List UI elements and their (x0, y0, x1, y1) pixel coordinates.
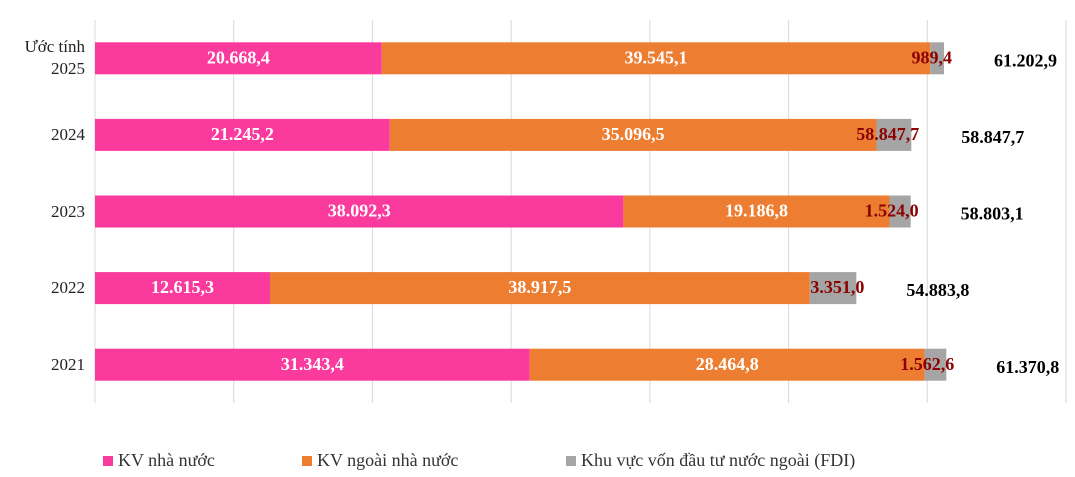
data-label: 20.668,4 (207, 47, 270, 67)
bar-segment (876, 118, 912, 151)
data-label: 1.562,6 (900, 354, 954, 374)
bar-segment (623, 195, 890, 228)
legend-label: Khu vực vốn đầu tư nước ngoài (FDI) (581, 450, 855, 471)
data-label: 38.917,5 (508, 277, 571, 297)
data-label: 31.343,4 (281, 354, 344, 374)
legend-label: KV ngoài nhà nước (317, 450, 458, 470)
data-label: 3.351,0 (810, 277, 864, 297)
data-label: 38.092,3 (328, 201, 391, 221)
data-label: 19.186,8 (725, 201, 788, 221)
bar-segment (529, 348, 925, 381)
legend-label: KV nhà nước (118, 450, 215, 470)
y-tick-label: Ước tính 2025 (24, 37, 85, 79)
bar-segment (95, 272, 270, 305)
data-label: 21.245,2 (211, 124, 274, 144)
data-label: 35.096,5 (602, 124, 665, 144)
bar-segment (381, 42, 931, 75)
total-label: 58.847,7 (961, 127, 1024, 147)
total-label: 61.202,9 (994, 50, 1057, 70)
bar-segment (889, 195, 911, 228)
total-label: 61.370,8 (996, 357, 1059, 377)
total-label: 54.883,8 (906, 280, 969, 300)
bar-segment (930, 42, 944, 75)
bar-segment (95, 348, 530, 381)
data-label: 58.847,7 (856, 124, 919, 144)
bar-segment (924, 348, 947, 381)
bar-segment (95, 42, 382, 75)
data-label: 39.545,1 (624, 47, 687, 67)
data-label: 12.615,3 (151, 277, 214, 297)
data-label: 989,4 (911, 47, 952, 67)
total-label: 58.803,1 (961, 204, 1024, 224)
bar-segment (95, 195, 624, 228)
bar-segment (809, 272, 857, 305)
legend-swatch (302, 456, 312, 466)
y-tick-label: 2021 (51, 354, 85, 374)
legend-swatch (103, 456, 113, 466)
y-tick-label: 2024 (51, 124, 85, 144)
bar-segment (389, 118, 877, 151)
bar-segment (269, 272, 810, 305)
bar-segment (95, 118, 390, 151)
y-tick-label: 2023 (51, 201, 85, 221)
data-label: 1.524,0 (865, 201, 919, 221)
legend-swatch (566, 456, 576, 466)
y-tick-label: 2022 (51, 278, 85, 298)
data-label: 28.464,8 (696, 354, 759, 374)
